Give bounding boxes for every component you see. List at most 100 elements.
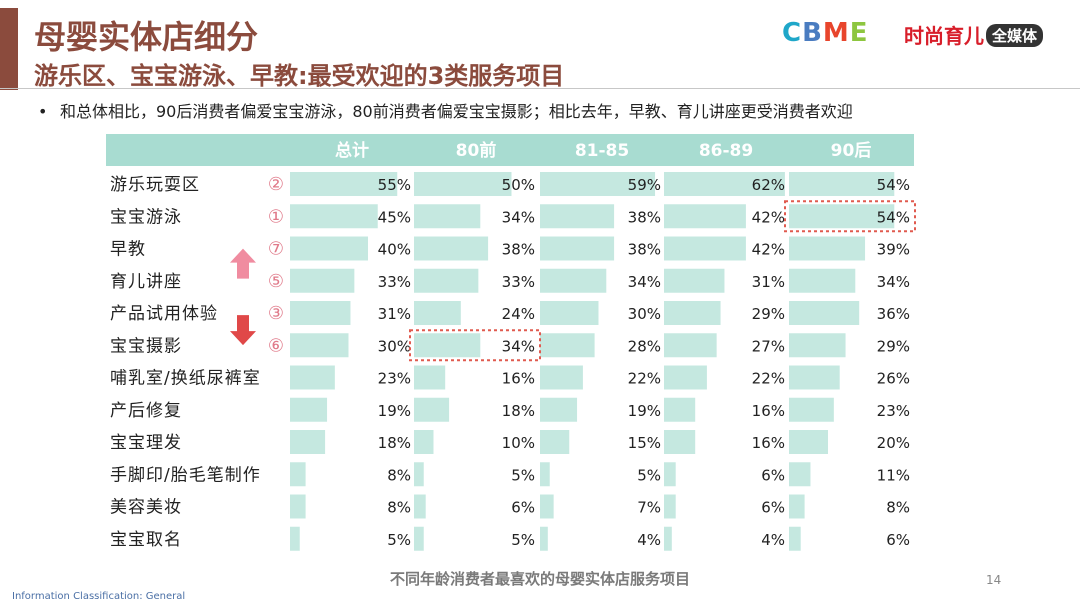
value-label: 27%: [752, 337, 785, 355]
value-label: 7%: [637, 499, 661, 517]
bullet-text: 和总体相比，90后消费者偏爱宝宝游泳，80前消费者偏爱宝宝摄影；相比去年，早教、…: [60, 102, 853, 121]
cbme-letter-c: C: [782, 18, 803, 48]
category-label: 产后修复: [110, 401, 182, 421]
value-label: 23%: [877, 402, 910, 420]
rank-mark: ③: [268, 303, 284, 324]
category-label: 游乐玩耍区: [110, 175, 200, 195]
bar: [540, 462, 550, 487]
value-label: 4%: [761, 531, 785, 549]
bar: [290, 462, 306, 487]
bar: [789, 397, 834, 422]
fashion-logo-text: 时尚育儿: [904, 24, 984, 48]
value-label: 22%: [628, 370, 661, 388]
bar: [664, 333, 717, 358]
bar: [789, 430, 828, 454]
title-accent-bar: [0, 8, 18, 90]
trend-down-arrow-icon: [230, 315, 256, 346]
bar: [290, 430, 326, 454]
cbme-letter-e: E: [849, 18, 869, 48]
series-header-2: 81-85: [575, 141, 629, 161]
value-label: 33%: [502, 273, 535, 291]
bar: [414, 268, 479, 293]
bar: [414, 430, 434, 454]
bar: [290, 494, 306, 519]
rank-mark: ⑦: [268, 239, 284, 260]
bar: [789, 462, 811, 487]
value-label: 22%: [752, 370, 785, 388]
value-label: 54%: [877, 208, 910, 226]
value-label: 34%: [502, 208, 535, 226]
value-label: 39%: [877, 241, 910, 259]
value-label: 38%: [628, 208, 661, 226]
bar: [664, 365, 707, 390]
value-label: 20%: [877, 434, 910, 452]
page-subtitle: 游乐区、宝宝游泳、早教:最受欢迎的3类服务项目: [34, 62, 565, 90]
bar: [540, 236, 615, 261]
insight-bullet: • 和总体相比，90后消费者偏爱宝宝游泳，80前消费者偏爱宝宝摄影；相比去年，早教…: [38, 98, 853, 122]
value-label: 42%: [752, 208, 785, 226]
bar: [540, 204, 615, 229]
value-label: 30%: [378, 337, 411, 355]
bar: [789, 204, 895, 229]
trend-up-arrow-icon: [230, 248, 256, 279]
value-label: 30%: [628, 305, 661, 323]
bar: [540, 526, 548, 551]
bar: [290, 301, 351, 325]
value-label: 50%: [502, 176, 535, 194]
value-label: 24%: [502, 305, 535, 323]
chart-caption: 不同年龄消费者最喜欢的母婴实体店服务项目: [389, 570, 690, 588]
highlight-box: [784, 200, 916, 233]
bar: [414, 333, 481, 358]
bar: [664, 494, 676, 519]
bar: [664, 268, 725, 293]
bar: [290, 365, 335, 390]
bar: [789, 301, 860, 325]
category-label: 早教: [110, 240, 146, 260]
value-label: 28%: [628, 337, 661, 355]
bar: [414, 365, 446, 390]
bar: [290, 526, 300, 551]
value-label: 6%: [511, 499, 535, 517]
bar: [290, 333, 349, 358]
value-label: 5%: [637, 466, 661, 484]
value-label: 19%: [378, 402, 411, 420]
value-label: 38%: [628, 241, 661, 259]
value-label: 18%: [378, 434, 411, 452]
information-classification: Information Classification: General: [12, 591, 186, 602]
value-label: 55%: [378, 176, 411, 194]
fashion-parenting-logo: 时尚育儿 全媒体: [904, 20, 1044, 49]
value-label: 8%: [387, 499, 411, 517]
value-label: 36%: [877, 305, 910, 323]
category-label: 哺乳室/换纸尿裤室: [110, 369, 261, 389]
series-header-3: 86-89: [699, 141, 753, 161]
value-label: 34%: [502, 337, 535, 355]
value-label: 23%: [378, 370, 411, 388]
bar: [290, 268, 355, 293]
bar: [540, 430, 570, 454]
value-label: 34%: [628, 273, 661, 291]
bar: [789, 365, 840, 390]
category-label: 宝宝取名: [110, 530, 182, 550]
bar: [414, 526, 424, 551]
bar: [290, 397, 328, 422]
bar: [414, 172, 512, 196]
bar: [664, 397, 696, 422]
value-label: 5%: [511, 531, 535, 549]
cbme-logo: CBME: [782, 18, 869, 48]
bar: [540, 365, 583, 390]
series-header-0: 总计: [335, 140, 369, 161]
page-number: 14: [986, 573, 1002, 587]
value-label: 5%: [511, 466, 535, 484]
series-header-1: 80前: [456, 140, 497, 161]
bar: [540, 301, 599, 325]
cbme-letter-m: M: [822, 18, 850, 48]
category-label: 手脚印/胎毛笔制作: [110, 465, 261, 485]
value-label: 29%: [752, 305, 785, 323]
value-label: 38%: [502, 241, 535, 259]
category-label: 产品试用体验: [110, 304, 218, 324]
category-label: 育儿讲座: [110, 272, 182, 292]
rank-mark: ②: [268, 174, 284, 195]
value-label: 19%: [628, 402, 661, 420]
value-label: 8%: [387, 466, 411, 484]
